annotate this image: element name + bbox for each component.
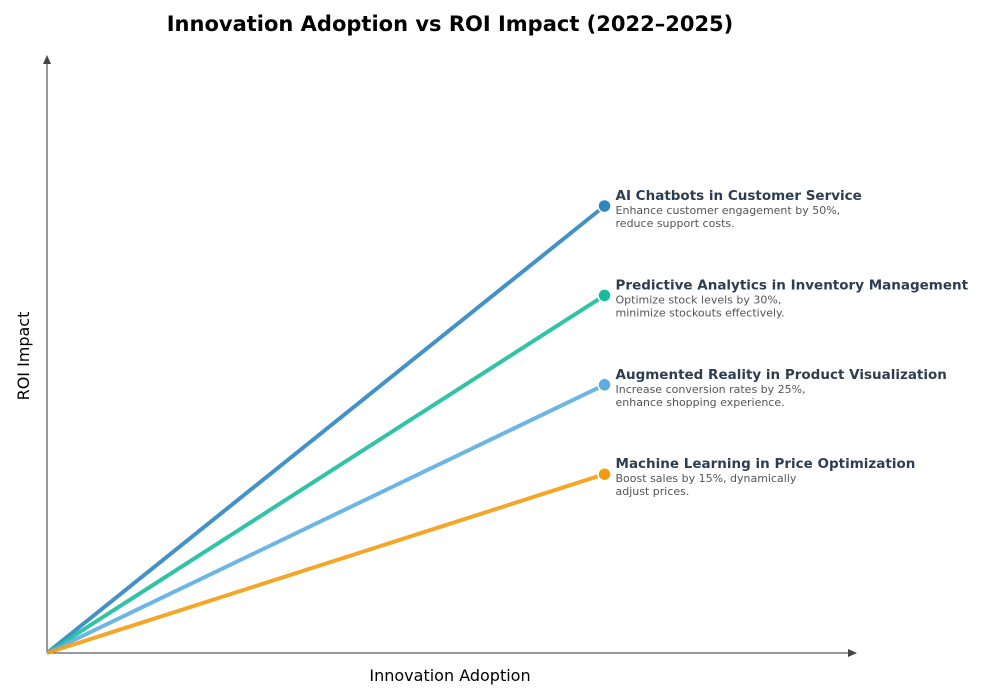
x-axis-arrow-icon bbox=[848, 649, 857, 657]
series-label: Augmented Reality in Product Visualizati… bbox=[616, 367, 947, 383]
series-label: AI Chatbots in Customer Service bbox=[616, 188, 862, 204]
series-description-line-1: Boost sales by 15%, dynamically bbox=[616, 472, 797, 485]
series-description-line-2: enhance shopping experience. bbox=[616, 396, 785, 409]
series-description-line-1: Enhance customer engagement by 50%, bbox=[616, 204, 841, 217]
y-axis-label: ROI Impact bbox=[14, 312, 33, 401]
series-description-line-1: Optimize stock levels by 30%, bbox=[616, 293, 782, 306]
x-axis-label: Innovation Adoption bbox=[369, 666, 530, 685]
series-line bbox=[46, 472, 606, 655]
y-axis-arrow-icon bbox=[43, 55, 51, 64]
series-endpoint-marker bbox=[597, 466, 612, 482]
chart-title: Innovation Adoption vs ROI Impact (2022–… bbox=[167, 12, 734, 36]
series-description-line-1: Increase conversion rates by 25%, bbox=[616, 383, 806, 396]
series-endpoint-marker bbox=[597, 377, 612, 393]
series-line bbox=[45, 293, 606, 655]
series-label: Machine Learning in Price Optimization bbox=[616, 456, 916, 472]
series-description-line-2: adjust prices. bbox=[616, 485, 690, 498]
series-label: Predictive Analytics in Inventory Manage… bbox=[616, 277, 969, 293]
series-line bbox=[46, 382, 606, 655]
series-endpoint-marker bbox=[597, 288, 612, 303]
series-description-line-2: reduce support costs. bbox=[616, 217, 735, 230]
series-line bbox=[45, 204, 606, 655]
series-description-line-2: minimize stockouts effectively. bbox=[616, 306, 785, 319]
series-endpoint-marker bbox=[597, 198, 612, 214]
